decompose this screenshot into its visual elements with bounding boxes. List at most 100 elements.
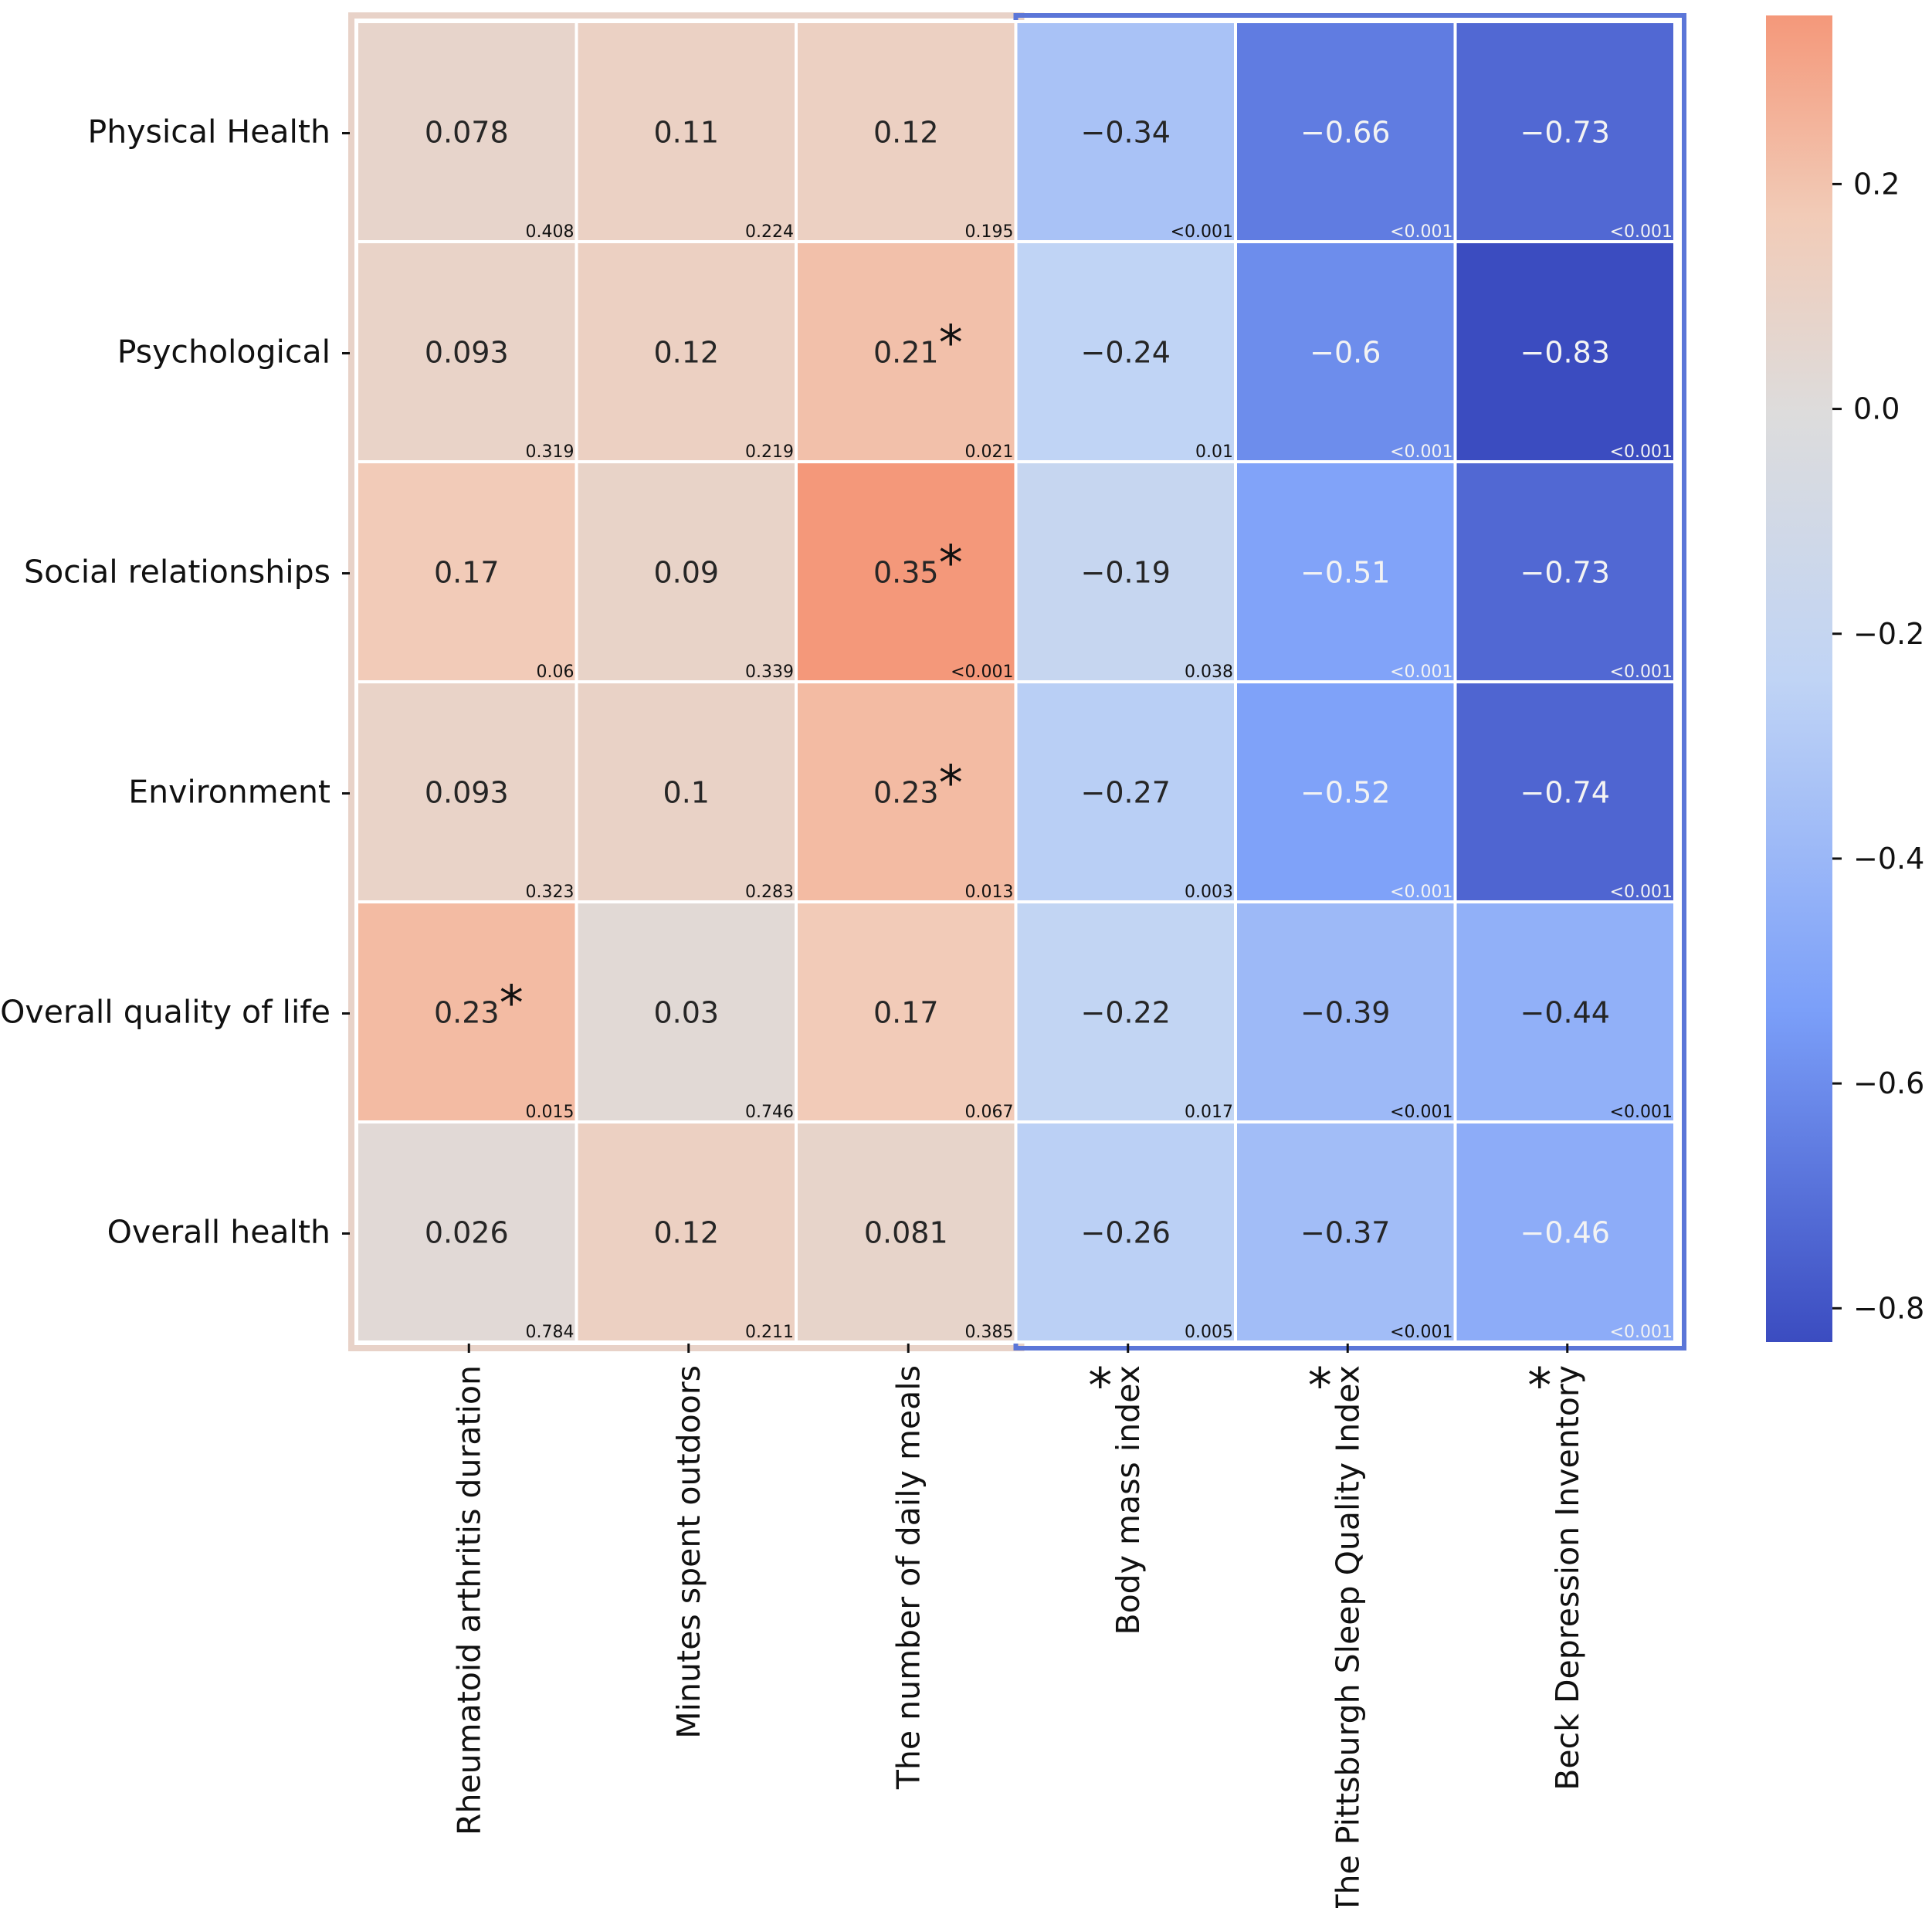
cell-value: −0.51 (1300, 556, 1390, 590)
heatmap-cell: 0.35 <0.001 (795, 460, 1018, 683)
cell-fill (1234, 20, 1457, 243)
cell-p-value: <0.001 (1610, 222, 1673, 242)
cell-value: 0.11 (653, 116, 719, 150)
cell-value: 0.23 (873, 776, 939, 810)
colorbar-tick-label: −0.2 (1853, 617, 1924, 651)
heatmap-cell: 0.17 0.06 (355, 460, 578, 683)
cell-p-value: <0.001 (1390, 663, 1452, 682)
cell-p-value: 0.219 (745, 442, 794, 462)
colorbar-tick-label: −0.8 (1853, 1291, 1924, 1325)
cell-p-value: <0.001 (951, 663, 1013, 682)
cell-value: 0.12 (653, 1216, 719, 1250)
heatmap-cell: −0.39 <0.001 (1234, 900, 1457, 1123)
cell-value: −0.66 (1300, 116, 1390, 150)
heatmap-cell: 0.093 0.319 (355, 240, 578, 463)
cell-fill (795, 1120, 1018, 1344)
cell-fill (1014, 460, 1237, 683)
significance-star: * (1527, 1357, 1551, 1414)
cell-fill (355, 1120, 578, 1344)
cell-fill (1234, 900, 1457, 1123)
heatmap-cell: 0.11 0.224 (575, 20, 798, 243)
cell-value: −0.22 (1081, 996, 1171, 1030)
cell-p-value: <0.001 (1390, 883, 1452, 902)
heatmap-cell: 0.03 0.746 (575, 900, 798, 1123)
heatmap-cell: −0.37 <0.001 (1234, 1120, 1457, 1344)
cell-p-value: <0.001 (1610, 663, 1673, 682)
cell-fill (575, 680, 798, 903)
cell-p-value: 0.408 (526, 222, 575, 242)
cell-p-value: <0.001 (1390, 222, 1452, 242)
row-label: Psychological (117, 334, 330, 371)
cell-p-value: 0.784 (526, 1323, 575, 1342)
heatmap-cell: 0.093 0.323 (355, 680, 578, 903)
row-label: Overall quality of life (0, 994, 330, 1031)
heatmap-cell: 0.1 0.283 (575, 680, 798, 903)
cell-p-value: <0.001 (1390, 442, 1452, 462)
cell-p-value: <0.001 (1390, 1323, 1452, 1342)
cell-fill (575, 1120, 798, 1344)
cell-value: 0.1 (663, 776, 710, 810)
colorbar-tick-label: 0.2 (1853, 167, 1900, 201)
cell-p-value: 0.067 (965, 1103, 1014, 1122)
significance-star: * (500, 975, 524, 1032)
heatmap-cell: −0.46 <0.001 (1453, 1120, 1676, 1344)
cell-value: −0.83 (1520, 336, 1610, 370)
colorbar-tick-label: 0.0 (1853, 392, 1900, 426)
colorbar-tick-label: −0.6 (1853, 1066, 1924, 1100)
cell-p-value: 0.283 (745, 883, 794, 902)
heatmap-cell: −0.51 <0.001 (1234, 460, 1457, 683)
row-label: Overall health (107, 1214, 330, 1251)
cell-p-value: 0.013 (965, 883, 1014, 902)
heatmap-cell: 0.026 0.784 (355, 1120, 578, 1344)
cell-p-value: <0.001 (1610, 1323, 1673, 1342)
heatmap-cell: 0.21 0.021 (795, 240, 1018, 463)
cell-p-value: <0.001 (1610, 883, 1673, 902)
cell-p-value: 0.339 (745, 663, 794, 682)
heatmap-cells: 0.0780.4080.110.2240.120.195−0.34<0.001−… (355, 20, 1676, 1344)
heatmap-cell: −0.19 0.038 (1014, 460, 1237, 683)
cell-fill (1014, 20, 1237, 243)
cell-fill (355, 20, 578, 243)
heatmap-cell: −0.34 <0.001 (1014, 20, 1237, 243)
cell-p-value: 0.021 (965, 442, 1014, 462)
colorbar: 0.2 0.0 −0.2 −0.4 −0.6 −0.8 (1766, 15, 1924, 1342)
cell-value: −0.73 (1520, 556, 1610, 590)
cell-p-value: 0.005 (1185, 1323, 1233, 1342)
heatmap-cell: −0.27 0.003 (1014, 680, 1237, 903)
cell-value: 0.17 (873, 996, 939, 1030)
cell-p-value: 0.323 (526, 883, 575, 902)
cell-fill (795, 680, 1018, 903)
cell-value: 0.026 (425, 1216, 509, 1250)
cell-p-value: 0.224 (745, 222, 794, 242)
column-label: The number of daily meals (890, 1365, 927, 1790)
cell-value: −0.44 (1520, 996, 1610, 1030)
row-labels: Physical Health Psychological Social relat… (0, 114, 350, 1251)
cell-p-value: 0.017 (1185, 1103, 1233, 1122)
cell-fill (1014, 680, 1237, 903)
heatmap-cell: −0.44 <0.001 (1453, 900, 1676, 1123)
cell-value: −0.19 (1081, 556, 1171, 590)
cell-value: −0.26 (1081, 1216, 1171, 1250)
heatmap-cell: −0.26 0.005 (1014, 1120, 1237, 1344)
cell-p-value: 0.06 (537, 663, 575, 682)
cell-value: 0.21 (873, 336, 939, 370)
heatmap-cell: 0.23 0.015 (355, 900, 578, 1123)
cell-fill (1014, 1120, 1237, 1344)
column-label: Beck Depression Inventory (1549, 1365, 1586, 1791)
cell-p-value: 0.038 (1185, 663, 1233, 682)
cell-value: 0.12 (873, 116, 939, 150)
significance-star: * (1088, 1357, 1112, 1414)
cell-p-value: 0.01 (1195, 442, 1233, 462)
cell-value: −0.46 (1520, 1216, 1610, 1250)
cell-fill (575, 460, 798, 683)
cell-value: 0.09 (653, 556, 719, 590)
cell-value: 0.081 (864, 1216, 948, 1250)
cell-value: −0.24 (1081, 336, 1171, 370)
cell-fill (1453, 1120, 1676, 1344)
heatmap-cell: 0.09 0.339 (575, 460, 798, 683)
cell-fill (1234, 680, 1457, 903)
significance-star: * (1308, 1357, 1332, 1414)
column-label: Rheumatoid arthritis duration (450, 1365, 487, 1835)
cell-value: −0.52 (1300, 776, 1390, 810)
cell-value: −0.74 (1520, 776, 1610, 810)
